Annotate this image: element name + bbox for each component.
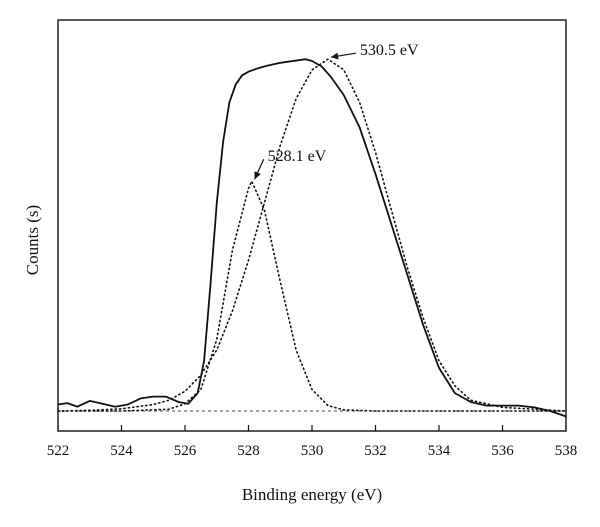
fit-peak-line-528_1 [57,180,567,412]
x-tick-label: 522 [47,443,70,459]
x-axis: 522 524 526 528 530 532 534 536 538 [47,425,578,459]
x-tick-label: 528 [237,443,260,459]
y-axis-title: Counts (s) [23,205,42,275]
fit-peak-line-530_5 [57,58,567,412]
x-tick-label: 530 [301,443,324,459]
x-tick-label: 538 [555,443,578,459]
x-tick-label: 534 [428,443,451,459]
x-tick-label: 526 [174,443,197,459]
x-tick-label: 532 [364,443,387,459]
annotation-arrowhead [254,171,261,180]
peak-annotation-label: 528.1 eV [268,148,327,165]
x-tick-label: 536 [491,443,514,459]
plot-area-frame [57,19,567,432]
annotations: 530.5 eV 528.1 eV [254,42,419,180]
peak-annotation-label: 530.5 eV [360,42,419,59]
series-layer [57,58,567,418]
x-axis-title: Binding energy (eV) [242,485,382,504]
x-tick-label: 524 [110,443,133,459]
measured-spectrum-line [57,58,567,418]
annotation-arrowhead [330,52,339,60]
